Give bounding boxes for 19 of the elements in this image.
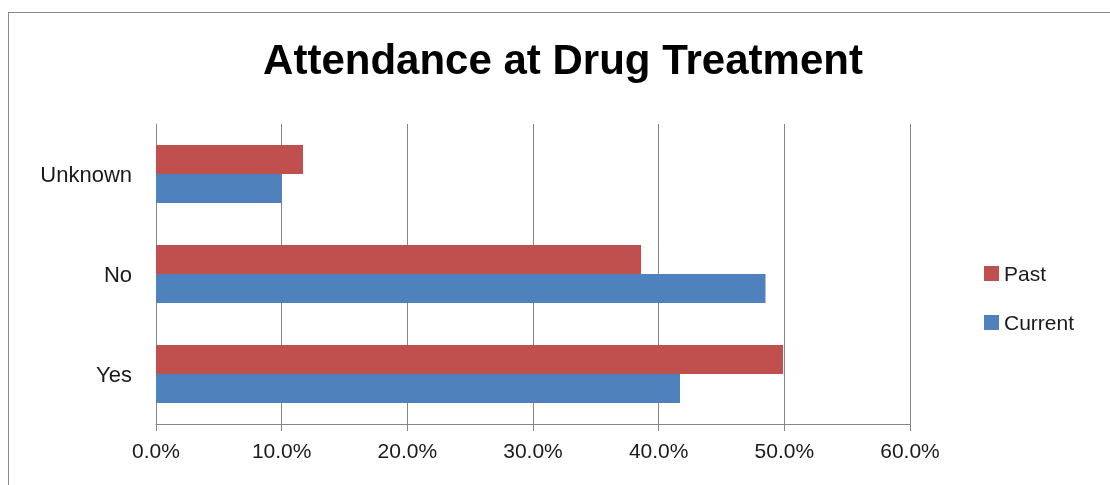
- bar: [156, 374, 681, 403]
- bar: [156, 145, 304, 174]
- x-tick-label: 40.0%: [628, 439, 689, 462]
- x-tick-label: 60.0%: [880, 439, 940, 462]
- bar: [156, 274, 766, 303]
- legend-label: Current: [1003, 311, 1075, 334]
- chart-title: Attendance at Drug Treatment: [263, 35, 863, 83]
- x-tick-label: 30.0%: [503, 439, 563, 462]
- x-tick-label: 10.0%: [251, 439, 312, 462]
- bar: [156, 345, 784, 374]
- bar: [156, 245, 642, 274]
- x-tick-label: 20.0%: [377, 439, 438, 462]
- legend-label: Past: [1003, 262, 1047, 285]
- y-tick-label: Yes: [96, 361, 132, 387]
- y-tick-label: Unknown: [40, 161, 132, 187]
- x-tick-label: 50.0%: [754, 439, 815, 462]
- bar: [156, 174, 282, 203]
- x-tick-label: 0.0%: [132, 439, 180, 462]
- y-tick-label: No: [103, 261, 132, 287]
